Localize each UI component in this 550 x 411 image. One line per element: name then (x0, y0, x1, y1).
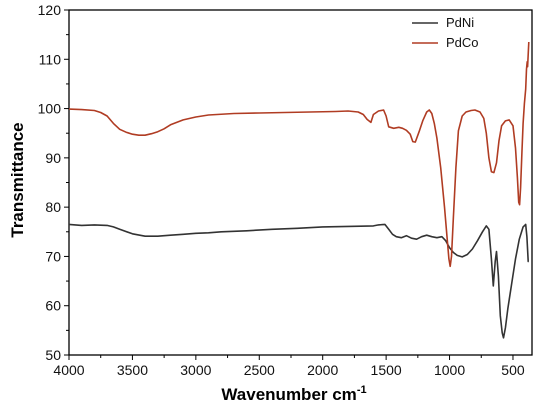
series-line-pdni (68, 223, 529, 339)
x-tick-label: 1500 (371, 362, 402, 378)
y-tick-label: 60 (45, 298, 61, 314)
x-axis-title: Wavenumber cm-1 (221, 384, 366, 404)
y-tick-label: 50 (45, 347, 61, 363)
x-tick-label: 500 (501, 362, 525, 378)
series-layer (68, 41, 530, 339)
legend: PdNi PdCo (412, 15, 479, 50)
x-tick-label: 3000 (180, 362, 211, 378)
y-tick-label: 80 (45, 199, 61, 215)
legend-label-pdco: PdCo (446, 35, 479, 50)
plot-frame-border (68, 9, 533, 356)
x-tick-label: 3500 (117, 362, 148, 378)
y-axis: 50 60 70 80 90 100 110 120 (38, 2, 69, 363)
y-tick-label: 90 (45, 150, 61, 166)
plot-frame (68, 9, 533, 356)
x-tick-label: 4000 (53, 362, 84, 378)
y-tick-label: 70 (45, 248, 61, 264)
x-tick-label: 2500 (244, 362, 275, 378)
y-axis-title: Transmittance (8, 122, 27, 237)
series-line-pdco (68, 41, 530, 268)
x-axis-title-text: Wavenumber cm (221, 385, 356, 404)
x-axis-title-superscript: -1 (357, 384, 367, 396)
y-tick-label: 100 (38, 101, 62, 117)
x-tick-label: 2000 (307, 362, 338, 378)
y-tick-label: 120 (38, 2, 62, 18)
legend-label-pdni: PdNi (446, 15, 474, 30)
x-axis: 4000 3500 3000 2500 2000 1500 1000 500 (53, 355, 525, 378)
y-tick-label: 110 (39, 51, 62, 67)
x-tick-label: 1000 (434, 362, 465, 378)
